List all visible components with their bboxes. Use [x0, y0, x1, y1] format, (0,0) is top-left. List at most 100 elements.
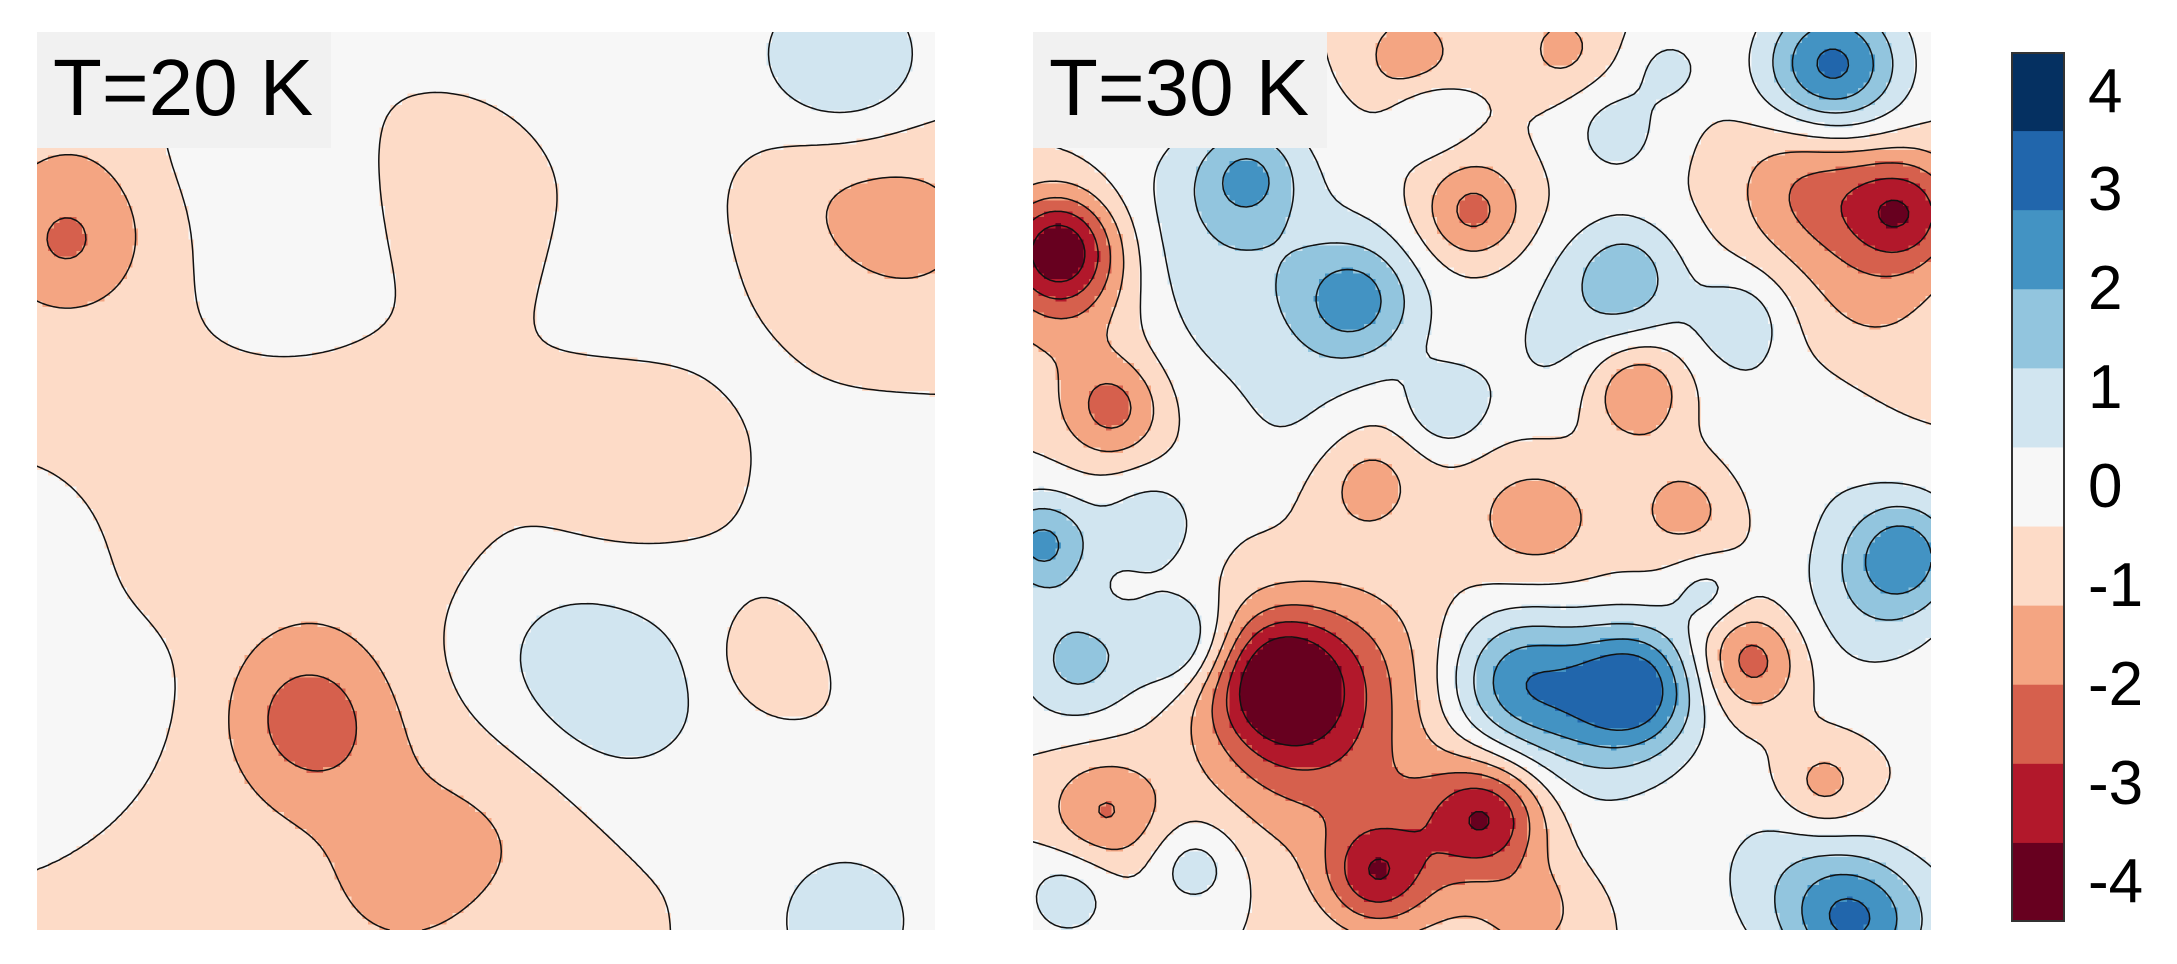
t30-band-cell [1251, 744, 1354, 751]
t30-band-cell [1033, 733, 1118, 740]
t30-band-cell [1465, 363, 1545, 370]
t30-band-cell [1583, 857, 1736, 864]
t20-band-cell [261, 638, 358, 645]
t20-band-cell [37, 323, 206, 331]
t30-band-cell [1891, 273, 1931, 280]
t30-band-cell [1560, 901, 1612, 909]
t20-band-cell [37, 194, 128, 201]
t20-band-cell [351, 744, 414, 751]
t30-band-cell [1459, 205, 1489, 213]
t20-band-cell [862, 862, 935, 869]
t30-band-cell [1661, 419, 1702, 426]
t30-band-cell [1150, 424, 1180, 432]
t20-band-cell [558, 604, 616, 611]
t30-band-cell [1397, 497, 1494, 505]
t20-band-cell [536, 307, 756, 314]
t30-band-cell [1493, 688, 1528, 695]
t30-band-cell [1145, 379, 1174, 387]
t30-band-cell [1319, 458, 1365, 465]
t30-band-cell [1908, 885, 1931, 892]
t20-band-cell [126, 593, 453, 600]
t20-band-cell [895, 890, 935, 897]
t20-band-cell [37, 363, 672, 370]
t30-band-cell [1700, 683, 1713, 690]
t30-band-cell [1807, 32, 1859, 39]
t30-band-cell [1700, 694, 1719, 701]
t30-band-cell [1033, 604, 1197, 611]
t30-band-cell [1773, 598, 1814, 606]
t20-band-cell [789, 93, 891, 100]
t20-band-cell [654, 879, 801, 886]
t20-band-cell [822, 649, 935, 656]
t30-band-cell [1678, 688, 1691, 695]
t20-band-cell [727, 626, 813, 634]
t30-band-cell [1807, 576, 1842, 583]
t20-band-cell [525, 638, 672, 645]
t20-band-cell [671, 913, 790, 920]
t20-band-cell [37, 469, 49, 476]
t30-band-cell [1240, 677, 1343, 684]
t30-band-cell [1083, 441, 1135, 448]
t30-band-cell [1089, 278, 1107, 286]
t30-band-cell [1178, 593, 1219, 600]
t30-band-cell [1201, 638, 1214, 645]
t20-band-cell [160, 756, 235, 763]
t30-band-cell [1437, 32, 1545, 39]
t30-band-cell [1773, 76, 1797, 84]
t30-band-cell [1308, 885, 1332, 892]
t30-band-cell [1773, 54, 1792, 61]
t30-band-cell [1526, 318, 1769, 325]
t30-band-cell [1212, 688, 1231, 695]
t20-band-cell [37, 329, 212, 336]
t30-band-cell [1240, 649, 1259, 656]
t30-band-cell [1403, 436, 1534, 443]
t30-band-cell [1336, 76, 1595, 84]
t30-band-cell [1263, 110, 1494, 117]
t30-band-cell [1526, 245, 1567, 252]
t30-band-cell [1785, 290, 1825, 297]
t30-band-cell [1543, 48, 1584, 56]
t20-band-cell [384, 234, 554, 241]
t30-band-cell [1033, 890, 1040, 897]
t30-band-cell [1055, 363, 1135, 370]
t20-band-cell [48, 469, 751, 476]
t20-band-cell [688, 537, 935, 544]
t30-band-cell [1033, 621, 1202, 628]
t30-band-cell [1919, 183, 1931, 190]
t30-band-cell [1874, 161, 1904, 168]
t20-band-cell [323, 767, 425, 774]
t20-band-cell [295, 761, 341, 768]
t30-band-cell [1695, 200, 1752, 207]
t30-band-cell [1493, 520, 1584, 527]
t30-band-cell [1751, 525, 1820, 533]
t30-band-cell [1908, 649, 1931, 656]
t30-band-cell [1717, 694, 1741, 701]
t30-band-cell [1223, 666, 1236, 673]
t20-band-cell [822, 374, 935, 381]
t30-band-cell [1162, 565, 1225, 572]
t30-band-cell [1880, 789, 1931, 796]
t30-band-cell [1145, 335, 1197, 342]
t30-band-cell [1061, 789, 1158, 796]
t30-band-cell [1122, 469, 1315, 476]
t20-band-cell [188, 222, 386, 230]
t20-band-cell [732, 172, 935, 179]
t30-band-cell [1190, 329, 1292, 336]
t30-band-cell [1886, 525, 1915, 533]
t30-band-cell [1846, 60, 1876, 67]
t30-band-cell [1487, 200, 1517, 207]
t30-band-cell [1583, 402, 1607, 409]
t30-band-cell [1218, 677, 1231, 684]
t30-band-cell [1100, 671, 1174, 679]
t30-band-cell [1655, 733, 1680, 740]
t30-band-cell [1190, 722, 1214, 729]
t20-band-cell [267, 800, 470, 808]
t20-band-cell [749, 430, 935, 437]
t30-band-cell [1392, 329, 1433, 336]
t30-band-cell [1184, 323, 1292, 331]
t30-band-cell [1150, 419, 1180, 426]
t30-band-cell [1813, 683, 1931, 690]
t30-band-cell [1223, 177, 1270, 185]
t20-band-cell [749, 464, 935, 471]
t30-band-cell [1319, 812, 1433, 819]
